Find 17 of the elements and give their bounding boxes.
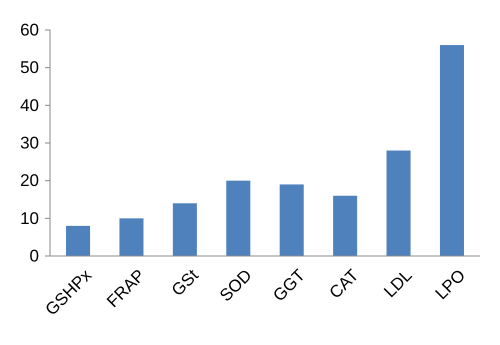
y-tick-label: 20 [20,171,39,190]
bar [440,45,464,256]
bar [386,150,411,256]
y-tick-label: 0 [30,246,39,266]
x-tick-label: LDL [380,266,416,302]
bar [280,184,304,256]
x-tick-label: GSt [168,266,202,300]
y-tick-label: 60 [20,20,39,40]
bar [172,203,197,256]
bar [226,180,250,256]
y-tick-label: 40 [20,96,39,115]
y-tick-label: 50 [20,58,39,78]
bar [119,218,144,256]
bar [66,226,90,256]
y-tick-label: 30 [20,133,39,152]
y-tick-label: 10 [20,208,39,228]
bar [333,196,358,256]
